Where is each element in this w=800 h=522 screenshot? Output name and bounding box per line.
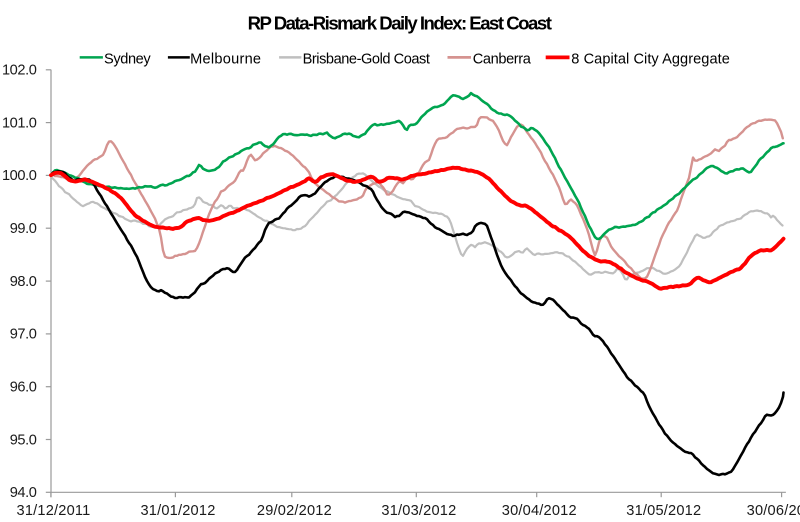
svg-text:Canberra: Canberra [473,51,532,67]
svg-text:101.0: 101.0 [2,115,37,131]
svg-text:99.0: 99.0 [10,221,37,237]
svg-text:Brisbane-Gold Coast: Brisbane-Gold Coast [303,51,430,67]
svg-text:95.0: 95.0 [10,432,37,448]
svg-text:Sydney: Sydney [104,51,151,67]
svg-text:Melbourne: Melbourne [190,51,261,67]
svg-text:96.0: 96.0 [10,380,37,396]
svg-text:102.0: 102.0 [2,63,37,79]
svg-text:8 Capital City Aggregate: 8 Capital City Aggregate [571,51,730,67]
svg-text:94.0: 94.0 [10,485,37,501]
svg-text:31/12/2011: 31/12/2011 [17,503,91,519]
svg-text:31/05/2012: 31/05/2012 [626,503,701,519]
svg-text:31/03/2012: 31/03/2012 [381,503,456,519]
svg-text:30/06/2012: 30/06/2012 [747,503,800,519]
svg-text:29/02/2012: 29/02/2012 [257,503,332,519]
svg-text:98.0: 98.0 [10,274,37,290]
svg-text:97.0: 97.0 [10,327,37,343]
svg-text:30/04/2012: 30/04/2012 [502,503,577,519]
svg-text:31/01/2012: 31/01/2012 [140,503,215,519]
svg-text:100.0: 100.0 [2,168,37,184]
svg-text:RP Data-Rismark Daily Index: E: RP Data-Rismark Daily Index: East Coast [248,13,552,34]
